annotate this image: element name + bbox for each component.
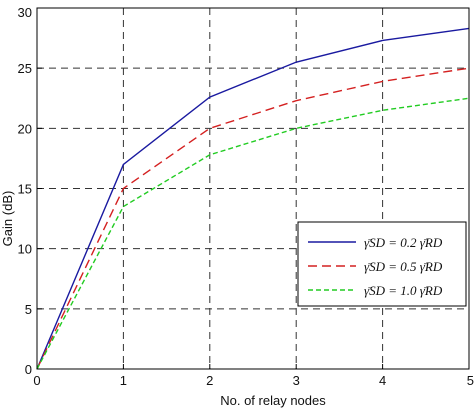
y-tick-label: 0 — [25, 362, 32, 377]
x-tick-label: 4 — [379, 373, 386, 388]
series-lines — [36, 27, 470, 370]
x-tick-label: 5 — [467, 373, 474, 388]
y-tick-label: 25 — [18, 61, 32, 76]
x-axis-label: No. of relay nodes — [220, 393, 326, 408]
legend-label-3: γ̄SD = 1.0 γ̄RD — [364, 283, 443, 298]
y-tick-label: 5 — [25, 302, 32, 317]
grid — [37, 8, 469, 369]
y-tick-label: 30 — [18, 5, 32, 20]
x-tick-label: 0 — [33, 373, 40, 388]
y-axis-label: Gain (dB) — [0, 191, 15, 247]
x-tick-label: 1 — [120, 373, 127, 388]
y-tick-label: 10 — [18, 242, 32, 257]
legend-box — [297, 221, 467, 307]
legend: γ̄SD = 0.2 γ̄RD γ̄SD = 0.5 γ̄RD γ̄SD = 1.0… — [297, 221, 467, 307]
series-line-1 — [36, 27, 470, 370]
y-tick-label: 20 — [18, 121, 32, 136]
series-line-2 — [36, 67, 470, 370]
x-tick-label: 3 — [293, 373, 300, 388]
series-line-3 — [36, 97, 470, 370]
legend-label-2: γ̄SD = 0.5 γ̄RD — [364, 259, 443, 274]
legend-label-1: γ̄SD = 0.2 γ̄RD — [364, 235, 443, 250]
y-tick-label: 15 — [18, 182, 32, 197]
ticks: 0 1 2 3 4 5 0 5 10 15 20 25 30 — [18, 5, 474, 388]
x-tick-label: 2 — [206, 373, 213, 388]
